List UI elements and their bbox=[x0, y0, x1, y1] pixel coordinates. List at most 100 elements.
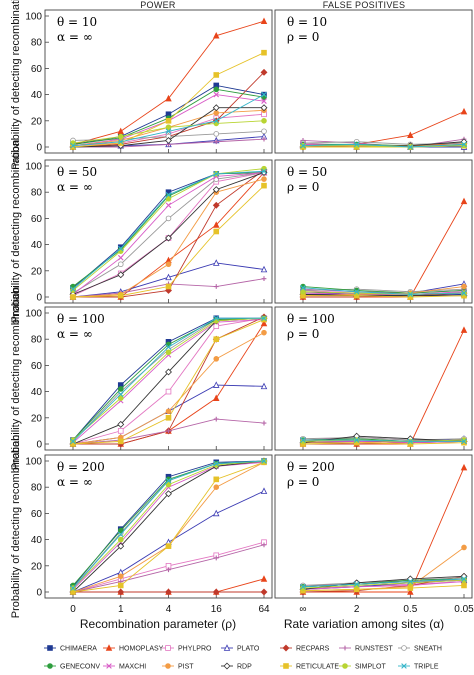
data-point bbox=[260, 104, 268, 112]
series-recpars bbox=[69, 313, 268, 448]
data-point bbox=[213, 91, 220, 98]
data-point bbox=[300, 285, 306, 291]
data-point bbox=[165, 94, 172, 102]
data-point bbox=[260, 68, 268, 76]
panel-parameter-label: θ = 100 bbox=[287, 312, 335, 326]
y-tick-label: 80 bbox=[31, 188, 43, 199]
data-point bbox=[353, 581, 360, 587]
data-point bbox=[117, 527, 124, 534]
series-line bbox=[303, 201, 465, 298]
data-point bbox=[117, 428, 124, 434]
data-point bbox=[261, 118, 267, 124]
panel-parameter-label: θ = 10 bbox=[287, 15, 327, 29]
legend-label: TRIPLE bbox=[414, 664, 439, 671]
legend-item-pist: PIST bbox=[162, 663, 194, 671]
power-column-title: POWER bbox=[140, 0, 176, 10]
series-line bbox=[302, 291, 465, 297]
y-tick-label: 80 bbox=[31, 483, 43, 494]
data-point bbox=[213, 315, 220, 322]
series-sneath bbox=[70, 315, 267, 445]
y-tick-label: 40 bbox=[31, 240, 43, 251]
data-point bbox=[213, 139, 219, 145]
series-line bbox=[72, 317, 265, 441]
y-tick-label: 0 bbox=[36, 440, 42, 451]
series-line bbox=[303, 145, 465, 148]
data-point bbox=[261, 176, 267, 182]
legend-label: PLATO bbox=[237, 646, 260, 653]
series-line bbox=[302, 578, 465, 588]
panel-row-1-false-positives: θ = 10ρ = 0 bbox=[274, 9, 473, 154]
data-point bbox=[213, 86, 220, 93]
y-tick-label: 0 bbox=[36, 143, 42, 154]
series-plato bbox=[69, 487, 268, 595]
y-tick-label: 80 bbox=[31, 38, 43, 49]
legend-marker bbox=[47, 663, 53, 669]
data-point bbox=[165, 273, 172, 281]
series-line bbox=[302, 577, 465, 586]
panel-parameter-label: α = ∞ bbox=[57, 180, 93, 194]
data-point bbox=[117, 271, 125, 279]
legend-marker bbox=[105, 644, 113, 651]
false-positives-column-title: FALSE POSITIVES bbox=[323, 0, 406, 10]
legend-marker bbox=[223, 644, 231, 651]
panel-parameter-label: α = ∞ bbox=[57, 327, 93, 341]
data-point bbox=[461, 582, 467, 589]
data-point bbox=[461, 438, 467, 445]
y-axis-labels: Probability of detecting recombinationPr… bbox=[10, 140, 22, 618]
legend-marker bbox=[342, 663, 348, 669]
legend-marker bbox=[401, 645, 407, 651]
series-line bbox=[302, 111, 465, 147]
data-point bbox=[165, 234, 172, 242]
legend-marker bbox=[165, 663, 171, 669]
legend-item-recpars: RECPARS bbox=[280, 644, 330, 653]
data-point bbox=[117, 542, 125, 550]
legend-label: CHIMAERA bbox=[60, 646, 97, 653]
data-point bbox=[213, 110, 220, 116]
series-line bbox=[72, 317, 264, 441]
data-point bbox=[117, 292, 124, 299]
series-runstest bbox=[70, 416, 267, 447]
series-triple bbox=[300, 285, 467, 298]
data-point bbox=[212, 186, 220, 194]
legend-marker bbox=[401, 663, 407, 669]
legend-item-homoplasy: HOMOPLASY bbox=[103, 644, 164, 653]
data-point bbox=[165, 128, 172, 135]
data-point bbox=[213, 394, 220, 401]
data-point bbox=[117, 133, 124, 140]
x-tick-label: 4 bbox=[166, 604, 172, 615]
data-point bbox=[117, 261, 124, 268]
data-point bbox=[70, 438, 76, 445]
data-point bbox=[212, 104, 220, 112]
series-homoplasy bbox=[299, 197, 468, 300]
y-tick-label: 0 bbox=[36, 588, 42, 599]
legend-label: RECPARS bbox=[296, 646, 330, 653]
data-point bbox=[407, 578, 414, 585]
panel-parameter-label: ρ = 0 bbox=[287, 180, 319, 194]
panel-frame bbox=[44, 306, 273, 451]
panel-parameter-label: ρ = 0 bbox=[287, 30, 319, 44]
data-point bbox=[300, 437, 306, 443]
data-point bbox=[407, 144, 414, 150]
data-point bbox=[165, 349, 172, 356]
y-tick-label: 100 bbox=[25, 457, 42, 468]
data-point bbox=[165, 543, 172, 549]
data-point bbox=[353, 141, 360, 148]
y-tick-label: 80 bbox=[31, 335, 43, 346]
data-point bbox=[117, 127, 124, 135]
data-point bbox=[165, 261, 172, 268]
data-point bbox=[260, 265, 268, 273]
series-line bbox=[72, 170, 265, 290]
legend-marker bbox=[282, 644, 290, 652]
legend-label: GENECONV bbox=[60, 664, 100, 671]
data-point bbox=[70, 437, 76, 443]
data-point bbox=[261, 329, 267, 336]
data-point bbox=[165, 414, 172, 421]
y-axis-label-row-4: Probability of detecting recombination bbox=[10, 435, 22, 618]
data-point bbox=[117, 531, 124, 538]
series-line bbox=[72, 317, 265, 442]
y-axis-label-line: Probability of detecting recombination bbox=[10, 0, 22, 170]
series-line bbox=[72, 317, 264, 442]
